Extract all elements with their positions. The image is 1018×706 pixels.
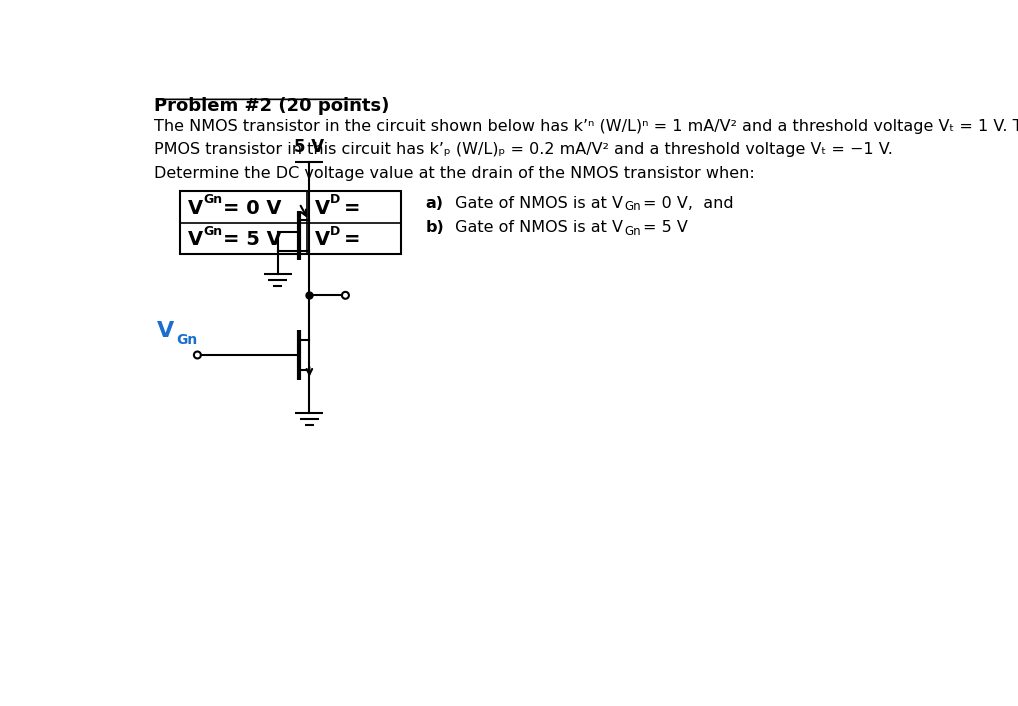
Text: Gn: Gn [204,193,222,206]
Text: = 0 V: = 0 V [223,198,281,217]
Text: The NMOS transistor in the circuit shown below has k’ⁿ (W/L)ⁿ = 1 mA/V² and a th: The NMOS transistor in the circuit shown… [155,119,1018,133]
Text: 5 V: 5 V [294,138,325,156]
Text: =: = [344,198,360,217]
Text: Gn: Gn [625,201,641,213]
Text: = 5 V: = 5 V [223,230,281,249]
Text: Determine the DC voltage value at the drain of the NMOS transistor when:: Determine the DC voltage value at the dr… [155,167,755,181]
Text: PMOS transistor in this circuit has k’ₚ (W/L)ₚ = 0.2 mA/V² and a threshold volta: PMOS transistor in this circuit has k’ₚ … [155,142,893,157]
Text: V: V [187,198,203,217]
Text: Gate of NMOS is at V: Gate of NMOS is at V [450,196,623,210]
Text: = 5 V: = 5 V [643,220,688,235]
Text: =: = [344,230,360,249]
Text: V: V [157,321,174,341]
Text: = 0 V,  and: = 0 V, and [643,196,734,210]
Text: b): b) [426,220,445,235]
Text: V: V [315,198,330,217]
Text: Gn: Gn [625,225,641,238]
Text: Gn: Gn [204,225,222,238]
Text: V: V [187,230,203,249]
Text: D: D [330,193,340,206]
Text: Gn: Gn [176,333,197,347]
Text: D: D [330,225,340,238]
Text: a): a) [426,196,444,210]
Text: Problem #2 (20 points): Problem #2 (20 points) [155,97,390,115]
FancyBboxPatch shape [180,191,401,254]
Text: V: V [315,230,330,249]
Text: Gate of NMOS is at V: Gate of NMOS is at V [450,220,623,235]
